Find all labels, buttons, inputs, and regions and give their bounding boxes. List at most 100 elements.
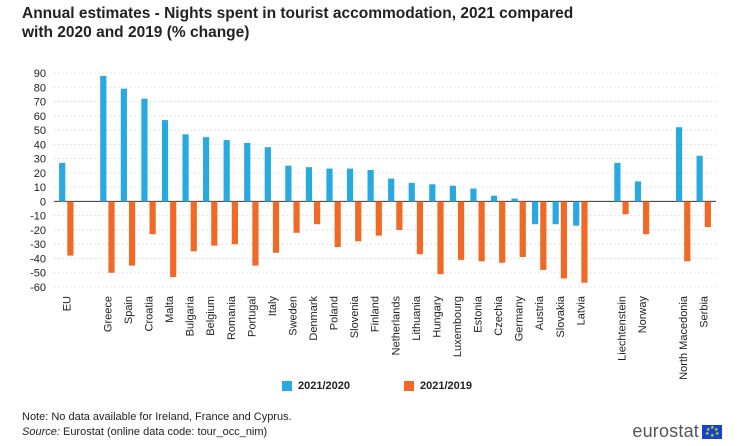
bar-2021-2019 [272, 201, 280, 253]
bar-2021-2020 [429, 184, 436, 202]
x-tick-label: Slovakia [555, 295, 567, 337]
x-tick-label: Lithuania [411, 295, 423, 341]
x-tick-label: Liechtenstein [616, 296, 628, 361]
x-tick-label: Austria [534, 295, 546, 330]
bar-2021-2019 [396, 201, 403, 230]
bar-2021-2019 [211, 201, 218, 246]
x-tick-label: Portugal [246, 296, 258, 337]
bar-2021-2020 [244, 142, 251, 202]
y-tick-label: -30 [30, 239, 46, 251]
note-text: Note: No data available for Ireland, Fra… [22, 411, 292, 423]
y-tick-label: 50 [34, 125, 46, 137]
bar-2021-2019 [457, 201, 465, 260]
bar-2021-2019 [67, 201, 74, 256]
y-tick-label: -10 [30, 211, 46, 223]
x-tick-label: Luxembourg [452, 296, 464, 357]
x-tick-label: Czechia [493, 295, 505, 336]
x-tick-label: Croatia [144, 295, 156, 331]
chart-title-line1: Annual estimates - Nights spent in touri… [22, 5, 574, 22]
y-tick-label: 10 [34, 182, 46, 194]
x-tick-label: Italy [267, 296, 279, 317]
x-tick-label: Hungary [431, 296, 443, 338]
bar-2021-2020 [367, 170, 374, 202]
bar-2021-2020 [141, 98, 148, 202]
bar-2021-2019 [540, 201, 547, 270]
x-tick-label: Poland [329, 296, 341, 330]
bar-2021-2019 [581, 201, 588, 283]
bar-chart: 90 80 70 60 50 40 30 20 10 0 -10 -20 -30 -40 -50 -60 EU G… [30, 68, 716, 380]
legend-item-2021-2020: 2021/2020 [282, 380, 350, 392]
bar-2021-2020 [388, 178, 395, 202]
bar-2021-2019 [519, 201, 526, 258]
chart-notes: Note: No data available for Ireland, Fra… [22, 410, 292, 440]
bar-2021-2020 [614, 162, 621, 202]
x-tick-label: Romania [226, 295, 238, 340]
bar-2021-2019 [108, 201, 115, 273]
bar-2021-2020 [408, 182, 415, 202]
y-tick-label: 30 [34, 154, 46, 166]
legend-swatch-blue [282, 381, 292, 391]
bar-2021-2019 [128, 201, 136, 266]
bar-2021-2020 [203, 137, 210, 202]
x-tick-label: Sweden [287, 296, 299, 336]
y-tick-label: -50 [30, 268, 46, 280]
x-tick-label: North Macedonia [678, 295, 690, 380]
bar-2021-2020 [573, 201, 580, 226]
legend-swatch-orange [404, 381, 414, 391]
bar-2021-2020 [285, 165, 292, 202]
bar-2021-2020 [552, 201, 559, 225]
bar-2021-2019 [478, 201, 485, 262]
x-tick-label: Belgium [205, 296, 217, 336]
bar-2021-2020 [100, 75, 107, 202]
bar-2021-2020 [511, 198, 518, 202]
bar-2021-2019 [704, 201, 711, 228]
legend-label-2021-2019: 2021/2019 [420, 380, 472, 392]
x-tick-label: Bulgaria [185, 295, 197, 336]
x-tick-label: Norway [637, 296, 649, 334]
x-tick-label: Latvia [575, 295, 587, 325]
bar-2021-2019 [355, 201, 362, 242]
bar-2021-2020 [59, 162, 66, 202]
y-tick-label: 90 [34, 68, 46, 80]
bar-2021-2020 [161, 120, 169, 202]
bar-2021-2020 [470, 188, 477, 202]
y-tick-label: 40 [34, 139, 46, 151]
source-label: Source: [22, 426, 60, 438]
chart-title-line2: with 2020 and 2019 (% change) [22, 24, 250, 41]
bar-2021-2020 [532, 201, 539, 225]
bar-2021-2019 [560, 201, 567, 279]
x-tick-label: Germany [514, 296, 526, 342]
x-tick-label: Denmark [308, 296, 320, 341]
y-tick-label: 80 [34, 82, 46, 94]
x-tick-label: Slovenia [349, 295, 361, 338]
bar-2021-2019 [149, 201, 156, 235]
bar-2021-2019 [643, 201, 650, 235]
bar-2021-2020 [120, 88, 127, 202]
y-tick-label: 70 [34, 97, 46, 109]
bar-2021-2020 [305, 167, 313, 202]
bar-2021-2020 [696, 155, 703, 202]
x-tick-label: Spain [123, 296, 135, 324]
source-text: Eurostat (online data code: tour_occ_nim… [59, 426, 268, 438]
bar-2021-2020 [449, 185, 456, 202]
bar-2021-2020 [346, 168, 354, 202]
x-tick-label: Greece [102, 296, 114, 332]
y-tick-label: 20 [34, 168, 46, 180]
x-tick-label: Netherlands [390, 296, 402, 356]
bar-2021-2020 [326, 168, 333, 202]
eurostat-logo-text: eurostat [632, 421, 699, 441]
x-tick-label: Finland [370, 296, 382, 332]
bar-2021-2019 [314, 201, 321, 225]
chart-title: Annual estimates - Nights spent in touri… [22, 4, 622, 42]
bar-2021-2019 [416, 201, 424, 255]
y-tick-label: -40 [30, 253, 46, 265]
bar-2021-2019 [499, 201, 506, 263]
y-tick-label: 0 [40, 196, 46, 208]
bar-2021-2019 [252, 201, 259, 266]
bar-2021-2020 [490, 195, 498, 202]
bar-2021-2020 [223, 140, 230, 202]
bar-2021-2019 [375, 201, 382, 236]
bar-2021-2019 [622, 201, 629, 215]
x-tick-label: Estonia [473, 295, 485, 333]
bar-2021-2020 [182, 134, 189, 202]
